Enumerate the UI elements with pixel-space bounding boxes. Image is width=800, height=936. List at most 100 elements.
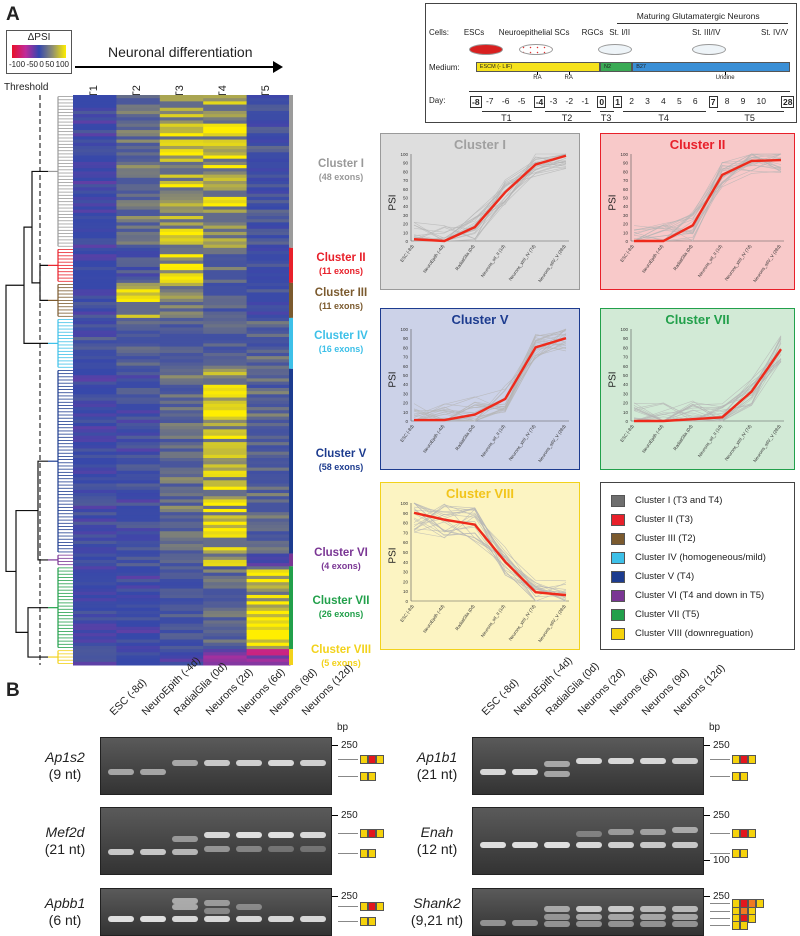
gel-band <box>672 920 698 927</box>
x-tick-label: Neurons_stIV_V (28d) <box>752 423 782 463</box>
exon-psi-line <box>413 161 567 242</box>
heatmap-cell <box>246 499 291 504</box>
scale-tick: 100 <box>55 60 69 69</box>
heatmap-cell <box>73 579 117 583</box>
heatmap-cell <box>159 524 204 529</box>
heatmap-cell <box>116 158 161 163</box>
heatmap-cell <box>159 196 204 201</box>
heatmap-cell <box>116 563 161 567</box>
heatmap-cell <box>116 222 161 227</box>
heatmap-cell <box>73 493 117 497</box>
heatmap-cell <box>246 486 291 491</box>
heatmap-cell <box>203 282 248 287</box>
heatmap-cell <box>246 260 291 265</box>
heatmap-cell <box>159 480 204 484</box>
heatmap-cell <box>73 206 117 211</box>
heatmap-cell <box>246 251 291 255</box>
heatmap-cell <box>159 266 204 271</box>
heatmap-cell <box>246 601 291 605</box>
heatmap-cell <box>159 114 204 118</box>
heatmap-cell <box>159 368 204 373</box>
heatmap-cell <box>203 579 248 583</box>
heatmap-cell <box>159 652 204 656</box>
heatmap-cell <box>159 349 204 354</box>
heatmap-cell <box>73 394 117 399</box>
heatmap-cell <box>159 508 204 513</box>
heatmap-cell <box>203 493 248 497</box>
heatmap-cell <box>73 98 117 102</box>
heatmap-cell <box>246 372 291 376</box>
heatmap-cell <box>116 117 161 121</box>
heatmap-cell <box>246 582 291 586</box>
heatmap-cell <box>159 171 204 176</box>
heatmap-cell <box>246 155 291 160</box>
legend-item: Cluster VI (T4 and down in T5) <box>611 586 784 605</box>
heatmap-cell <box>73 515 117 520</box>
heatmap-cell <box>246 480 291 484</box>
gel-band <box>544 842 570 849</box>
heatmap-cell <box>203 158 248 163</box>
heatmap-cell <box>159 467 204 472</box>
legend-label: Cluster V (T4) <box>635 571 695 582</box>
heatmap-cell <box>203 486 248 491</box>
period-label: T3 <box>600 113 612 123</box>
heatmap-cell <box>116 410 161 414</box>
insert-length: (21 nt) <box>44 841 86 857</box>
heatmap-cell <box>203 620 248 625</box>
heatmap-cell <box>116 126 161 131</box>
x-tick-label: Neurons_stIII_IV (7d) <box>724 243 753 281</box>
gel-band <box>480 919 506 926</box>
heatmap-cell <box>246 375 291 379</box>
heatmap-cell <box>116 149 161 153</box>
heatmap-cell <box>159 174 204 179</box>
heatmap-cell <box>246 598 291 602</box>
heatmap-cell <box>203 120 248 125</box>
heatmap-cell <box>203 273 248 278</box>
exon-psi-line <box>413 515 567 598</box>
heatmap-cell <box>246 642 291 647</box>
cluster-psi-plot: Cluster I PSI 0 10 20 30 40 50 60 70 80 90 100 ESC (-… <box>380 133 580 290</box>
day-tick: 5 <box>676 96 682 106</box>
heatmap-cell <box>73 95 117 99</box>
heatmap-cell <box>73 470 117 475</box>
heatmap-cell <box>116 543 161 548</box>
heatmap-cell <box>159 225 204 230</box>
heatmap-cell <box>116 200 161 204</box>
exon-psi-line <box>413 517 567 602</box>
heatmap-cell <box>203 174 248 179</box>
heatmap-cell <box>203 337 248 341</box>
x-tick-label: Neurons_stIII_IV (7d) <box>508 423 537 461</box>
heatmap-cell <box>73 416 117 421</box>
heatmap-cell <box>203 219 248 223</box>
heatmap-cell <box>159 241 204 246</box>
heatmap-cell <box>116 142 161 147</box>
heatmap-cell <box>116 537 161 542</box>
heatmap-cell <box>159 104 204 109</box>
cluster-count: (11 exons) <box>318 301 364 312</box>
y-tick-label: 50 <box>403 196 409 201</box>
heatmap-cell <box>246 216 291 220</box>
exon-box <box>756 899 764 909</box>
heatmap-cell <box>73 222 117 227</box>
heatmap-cell <box>159 263 204 268</box>
heatmap-cell <box>116 387 161 392</box>
y-tick-label: 60 <box>403 187 409 192</box>
heatmap-cell <box>73 301 117 306</box>
heatmap-cell <box>246 461 291 465</box>
heatmap-cell <box>116 652 161 656</box>
exon-box <box>740 772 748 782</box>
heatmap-cell <box>246 346 291 351</box>
heatmap-cell <box>203 276 248 281</box>
exon-box <box>740 920 748 930</box>
heatmap-cell <box>159 270 204 274</box>
y-tick-label: 90 <box>623 161 629 166</box>
heatmap-cell <box>246 537 291 542</box>
heatmap-cell <box>246 95 291 99</box>
heatmap-cell <box>73 142 117 147</box>
heatmap-cell <box>116 607 161 612</box>
heatmap-cell <box>73 387 117 392</box>
heatmap-cell <box>203 502 248 507</box>
heatmap-cell <box>73 649 117 653</box>
heatmap-cell <box>246 617 291 621</box>
heatmap-cell <box>246 282 291 287</box>
